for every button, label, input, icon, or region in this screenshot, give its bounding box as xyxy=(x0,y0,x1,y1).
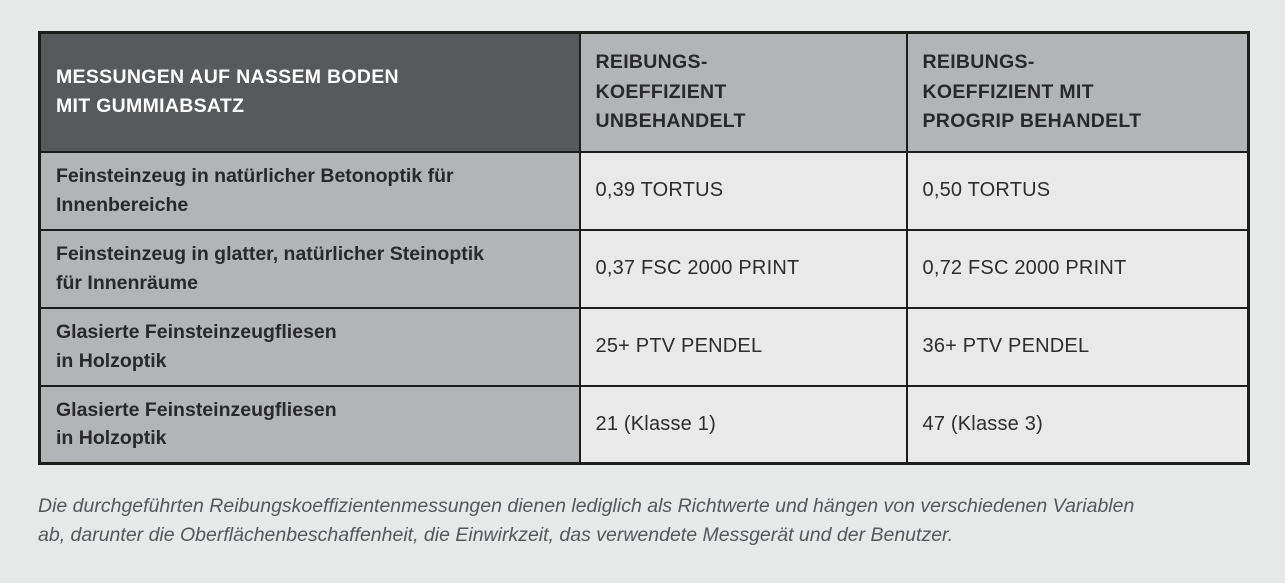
header-coefficient-untreated: REIBUNGS- KOEFFIZIENT UNBEHANDELT xyxy=(578,31,908,153)
table-row: Feinsteinzeug in glatter, natürlicher St… xyxy=(38,228,1250,309)
treated-value: 47 (Klasse 3) xyxy=(905,384,1250,465)
row-label: Glasierte Feinsteinzeugfliesen in Holzop… xyxy=(38,306,581,387)
untreated-value: 0,39 TORTUS xyxy=(578,150,908,231)
row-label: Glasierte Feinsteinzeugfliesen in Holzop… xyxy=(38,384,581,465)
table-header-row: MESSUNGEN AUF NASSEM BODEN MIT GUMMIABSA… xyxy=(38,31,1250,153)
untreated-value: 25+ PTV PENDEL xyxy=(578,306,908,387)
disclaimer-footnote: Die durchgeführten Reibungskoeffizienten… xyxy=(38,495,1135,547)
friction-measurements-table: MESSUNGEN AUF NASSEM BODEN MIT GUMMIABSA… xyxy=(38,31,1250,465)
content-area: MESSUNGEN AUF NASSEM BODEN MIT GUMMIABSA… xyxy=(38,31,1250,551)
row-label: Feinsteinzeug in natürlicher Betonoptik … xyxy=(38,150,581,231)
treated-value: 0,72 FSC 2000 PRINT xyxy=(905,228,1250,309)
untreated-value: 21 (Klasse 1) xyxy=(578,384,908,465)
table-row: Feinsteinzeug in natürlicher Betonoptik … xyxy=(38,150,1250,231)
table-row: Glasierte Feinsteinzeugfliesen in Holzop… xyxy=(38,384,1250,465)
header-measurements-title: MESSUNGEN AUF NASSEM BODEN MIT GUMMIABSA… xyxy=(38,31,581,153)
row-label: Feinsteinzeug in glatter, natürlicher St… xyxy=(38,228,581,309)
header-coefficient-treated: REIBUNGS- KOEFFIZIENT MIT PROGRIP BEHAND… xyxy=(905,31,1250,153)
treated-value: 36+ PTV PENDEL xyxy=(905,306,1250,387)
untreated-value: 0,37 FSC 2000 PRINT xyxy=(578,228,908,309)
treated-value: 0,50 TORTUS xyxy=(905,150,1250,231)
table-row: Glasierte Feinsteinzeugfliesen in Holzop… xyxy=(38,306,1250,387)
